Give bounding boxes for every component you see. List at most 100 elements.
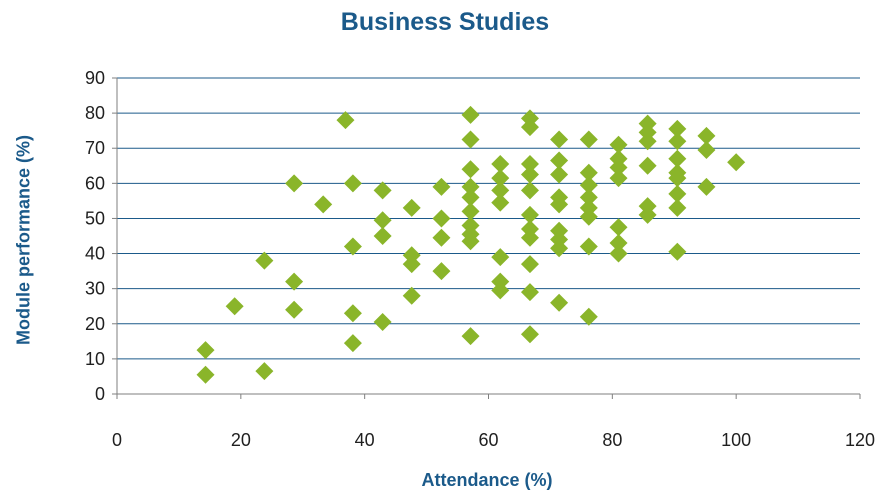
data-point-74 bbox=[609, 169, 628, 188]
data-point-4 bbox=[255, 362, 274, 381]
data-point-56 bbox=[550, 165, 569, 184]
data-point-6 bbox=[285, 272, 304, 291]
data-point-10 bbox=[343, 174, 362, 193]
y-tick-label-10: 10 bbox=[85, 349, 105, 369]
grid-lines bbox=[117, 77, 860, 360]
y-tick-label-40: 40 bbox=[85, 244, 105, 264]
data-point-28 bbox=[461, 160, 480, 179]
data-point-68 bbox=[579, 207, 598, 226]
data-point-94 bbox=[697, 177, 716, 196]
data-point-48 bbox=[520, 205, 539, 224]
chart-title: Business Studies bbox=[340, 8, 550, 36]
data-point-84 bbox=[668, 119, 687, 138]
data-point-81 bbox=[638, 156, 657, 175]
data-point-25 bbox=[432, 262, 451, 281]
y-tick-label-60: 60 bbox=[85, 173, 105, 193]
data-point-17 bbox=[373, 313, 392, 332]
data-point-83 bbox=[638, 205, 657, 224]
data-point-31 bbox=[461, 202, 480, 221]
data-point-77 bbox=[609, 244, 628, 263]
data-point-93 bbox=[697, 140, 716, 159]
x-tick-labels: 0 20 40 60 80 100 120 bbox=[112, 430, 875, 450]
data-point-26 bbox=[461, 105, 480, 124]
data-point-45 bbox=[520, 155, 539, 174]
data-point-54 bbox=[550, 130, 569, 149]
y-tick-label-80: 80 bbox=[85, 103, 105, 123]
data-point-1 bbox=[196, 365, 215, 384]
data-point-11 bbox=[343, 237, 362, 256]
data-points bbox=[196, 105, 746, 384]
data-point-14 bbox=[373, 181, 392, 200]
y-tick-label-30: 30 bbox=[85, 279, 105, 299]
data-point-71 bbox=[609, 135, 628, 154]
data-point-36 bbox=[491, 155, 510, 174]
data-point-34 bbox=[461, 232, 480, 251]
data-point-75 bbox=[609, 218, 628, 237]
x-tick-label-100: 100 bbox=[721, 430, 751, 450]
y-tick-label-90: 90 bbox=[85, 68, 105, 88]
data-point-22 bbox=[432, 177, 451, 196]
data-point-3 bbox=[255, 251, 274, 270]
data-point-18 bbox=[402, 198, 421, 217]
data-point-12 bbox=[343, 304, 362, 323]
data-point-38 bbox=[491, 181, 510, 200]
data-point-89 bbox=[668, 184, 687, 203]
data-point-66 bbox=[579, 188, 598, 207]
data-point-91 bbox=[668, 242, 687, 261]
data-point-21 bbox=[402, 286, 421, 305]
data-point-9 bbox=[336, 111, 355, 130]
x-axis-title: Attendance (%) bbox=[421, 470, 553, 490]
data-point-61 bbox=[550, 239, 569, 258]
y-tick-labels: 0 10 20 30 40 50 60 70 80 90 bbox=[85, 68, 105, 404]
y-tick-label-20: 20 bbox=[85, 314, 105, 334]
data-point-46 bbox=[520, 165, 539, 184]
data-point-40 bbox=[491, 248, 510, 267]
data-point-76 bbox=[609, 234, 628, 253]
data-point-2 bbox=[225, 297, 244, 316]
x-tick-label-80: 80 bbox=[602, 430, 622, 450]
data-point-16 bbox=[373, 227, 392, 245]
data-point-20 bbox=[402, 255, 421, 274]
y-axis-title: Module performance (%) bbox=[13, 134, 34, 346]
data-point-35 bbox=[461, 327, 480, 346]
data-point-62 bbox=[550, 293, 569, 312]
data-point-30 bbox=[461, 188, 480, 207]
data-point-92 bbox=[697, 126, 716, 145]
y-tick-label-0: 0 bbox=[95, 384, 105, 404]
data-point-64 bbox=[579, 163, 598, 182]
x-tick-label-120: 120 bbox=[845, 430, 875, 450]
x-tick-label-40: 40 bbox=[355, 430, 375, 450]
data-point-29 bbox=[461, 177, 480, 196]
data-point-24 bbox=[432, 228, 451, 247]
data-point-13 bbox=[343, 334, 362, 353]
data-point-53 bbox=[520, 325, 539, 344]
data-point-55 bbox=[550, 151, 569, 170]
data-point-44 bbox=[520, 118, 539, 137]
data-point-95 bbox=[727, 153, 746, 172]
data-point-63 bbox=[579, 130, 598, 149]
data-point-90 bbox=[668, 198, 687, 217]
data-point-39 bbox=[491, 193, 510, 212]
y-tick-label-70: 70 bbox=[85, 138, 105, 158]
data-point-0 bbox=[196, 341, 215, 360]
data-point-70 bbox=[579, 307, 598, 326]
data-point-80 bbox=[638, 132, 657, 151]
data-point-50 bbox=[520, 228, 539, 247]
data-point-69 bbox=[579, 237, 598, 256]
y-tick-label-50: 50 bbox=[85, 208, 105, 228]
data-point-37 bbox=[491, 169, 510, 188]
y-axis bbox=[112, 77, 118, 395]
data-point-8 bbox=[314, 195, 333, 214]
data-point-58 bbox=[550, 195, 569, 214]
data-point-51 bbox=[520, 255, 539, 274]
data-point-15 bbox=[373, 211, 392, 230]
data-point-47 bbox=[520, 181, 539, 200]
data-point-73 bbox=[609, 158, 628, 177]
data-point-65 bbox=[579, 176, 598, 195]
x-axis bbox=[116, 393, 861, 399]
data-point-42 bbox=[491, 281, 510, 300]
data-point-7 bbox=[285, 300, 304, 319]
x-tick-label-0: 0 bbox=[112, 430, 122, 450]
data-point-5 bbox=[285, 174, 304, 193]
